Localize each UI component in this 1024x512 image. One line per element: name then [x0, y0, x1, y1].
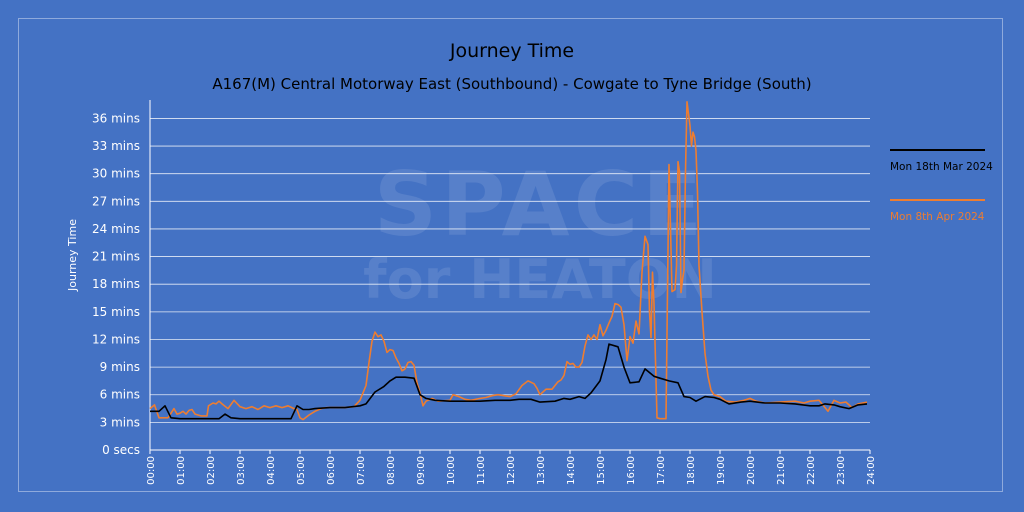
- y-tick-label: 21 mins: [92, 250, 140, 264]
- x-tick-label: 20:00: [746, 456, 757, 485]
- y-tick-label: 12 mins: [92, 332, 140, 346]
- x-tick-label: 18:00: [686, 456, 697, 485]
- series-line-1: [150, 343, 868, 420]
- chart-subtitle: A167(M) Central Motorway East (Southboun…: [212, 75, 812, 93]
- y-tick-label: 3 mins: [100, 415, 140, 429]
- series-line-2: [149, 101, 868, 421]
- x-tick-label: 23:00: [836, 456, 847, 485]
- x-tick-label: 14:00: [566, 456, 577, 485]
- x-tick-label: 05:00: [296, 456, 307, 485]
- x-tick-label: 16:00: [626, 456, 637, 485]
- x-tick-label: 24:00: [866, 456, 877, 485]
- y-axis-title: Journey Time: [66, 219, 79, 292]
- y-tick-label: 9 mins: [100, 360, 140, 374]
- x-tick-label: 19:00: [716, 456, 727, 485]
- y-tick-label: 24 mins: [92, 222, 140, 236]
- x-tick-label: 09:00: [416, 456, 427, 485]
- y-tick-label: 0 secs: [102, 443, 140, 457]
- chart-title: Journey Time: [449, 40, 575, 62]
- legend-label-2: Mon 8th Apr 2024: [890, 211, 985, 223]
- x-tick-label: 17:00: [656, 456, 667, 485]
- x-tick-label: 04:00: [266, 456, 277, 485]
- x-tick-label: 12:00: [506, 456, 517, 485]
- legend-label-1: Mon 18th Mar 2024: [890, 161, 993, 173]
- x-tick-label: 00:00: [146, 456, 157, 485]
- x-tick-label: 13:00: [536, 456, 547, 485]
- y-tick-label: 30 mins: [92, 167, 140, 181]
- y-tick-label: 33 mins: [92, 139, 140, 153]
- y-tick-label: 36 mins: [92, 111, 140, 125]
- y-tick-label: 27 mins: [92, 194, 140, 208]
- y-tick-label: 18 mins: [92, 277, 140, 291]
- x-tick-label: 02:00: [206, 456, 217, 485]
- chart-frame: [18, 18, 1003, 492]
- x-tick-label: 15:00: [596, 456, 607, 485]
- x-tick-label: 07:00: [356, 456, 367, 485]
- y-tick-label: 15 mins: [92, 305, 140, 319]
- x-tick-label: 06:00: [326, 456, 337, 485]
- x-tick-label: 22:00: [806, 456, 817, 485]
- x-tick-label: 03:00: [236, 456, 247, 485]
- x-tick-label: 08:00: [386, 456, 397, 485]
- x-tick-label: 21:00: [776, 456, 787, 485]
- x-tick-label: 01:00: [176, 456, 187, 485]
- x-tick-label: 11:00: [476, 456, 487, 485]
- y-tick-label: 6 mins: [100, 388, 140, 402]
- x-tick-label: 10:00: [446, 456, 457, 485]
